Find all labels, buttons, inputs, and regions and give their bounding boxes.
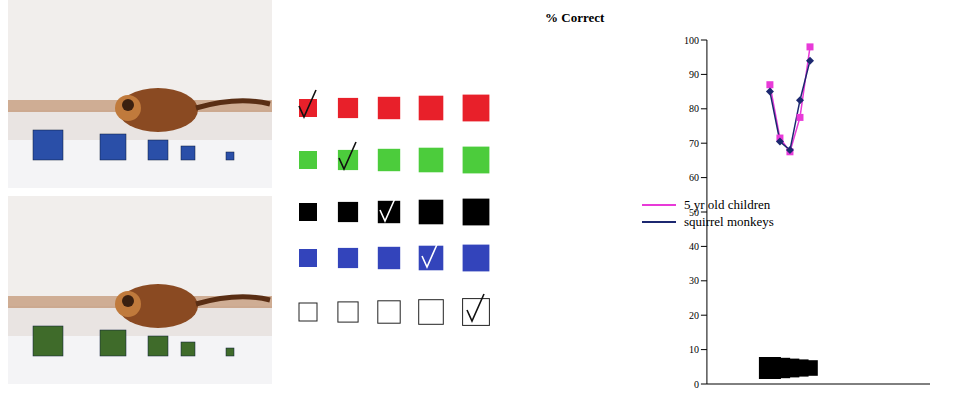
svg-text:50: 50 <box>689 207 699 218</box>
svg-text:40: 40 <box>689 241 699 252</box>
svg-text:0: 0 <box>694 379 699 390</box>
svg-text:10: 10 <box>689 344 699 355</box>
svg-text:70: 70 <box>689 138 699 149</box>
svg-text:30: 30 <box>689 275 699 286</box>
svg-text:80: 80 <box>689 103 699 114</box>
svg-text:20: 20 <box>689 310 699 321</box>
svg-text:90: 90 <box>689 69 699 80</box>
svg-text:60: 60 <box>689 172 699 183</box>
svg-text:100: 100 <box>684 35 699 46</box>
